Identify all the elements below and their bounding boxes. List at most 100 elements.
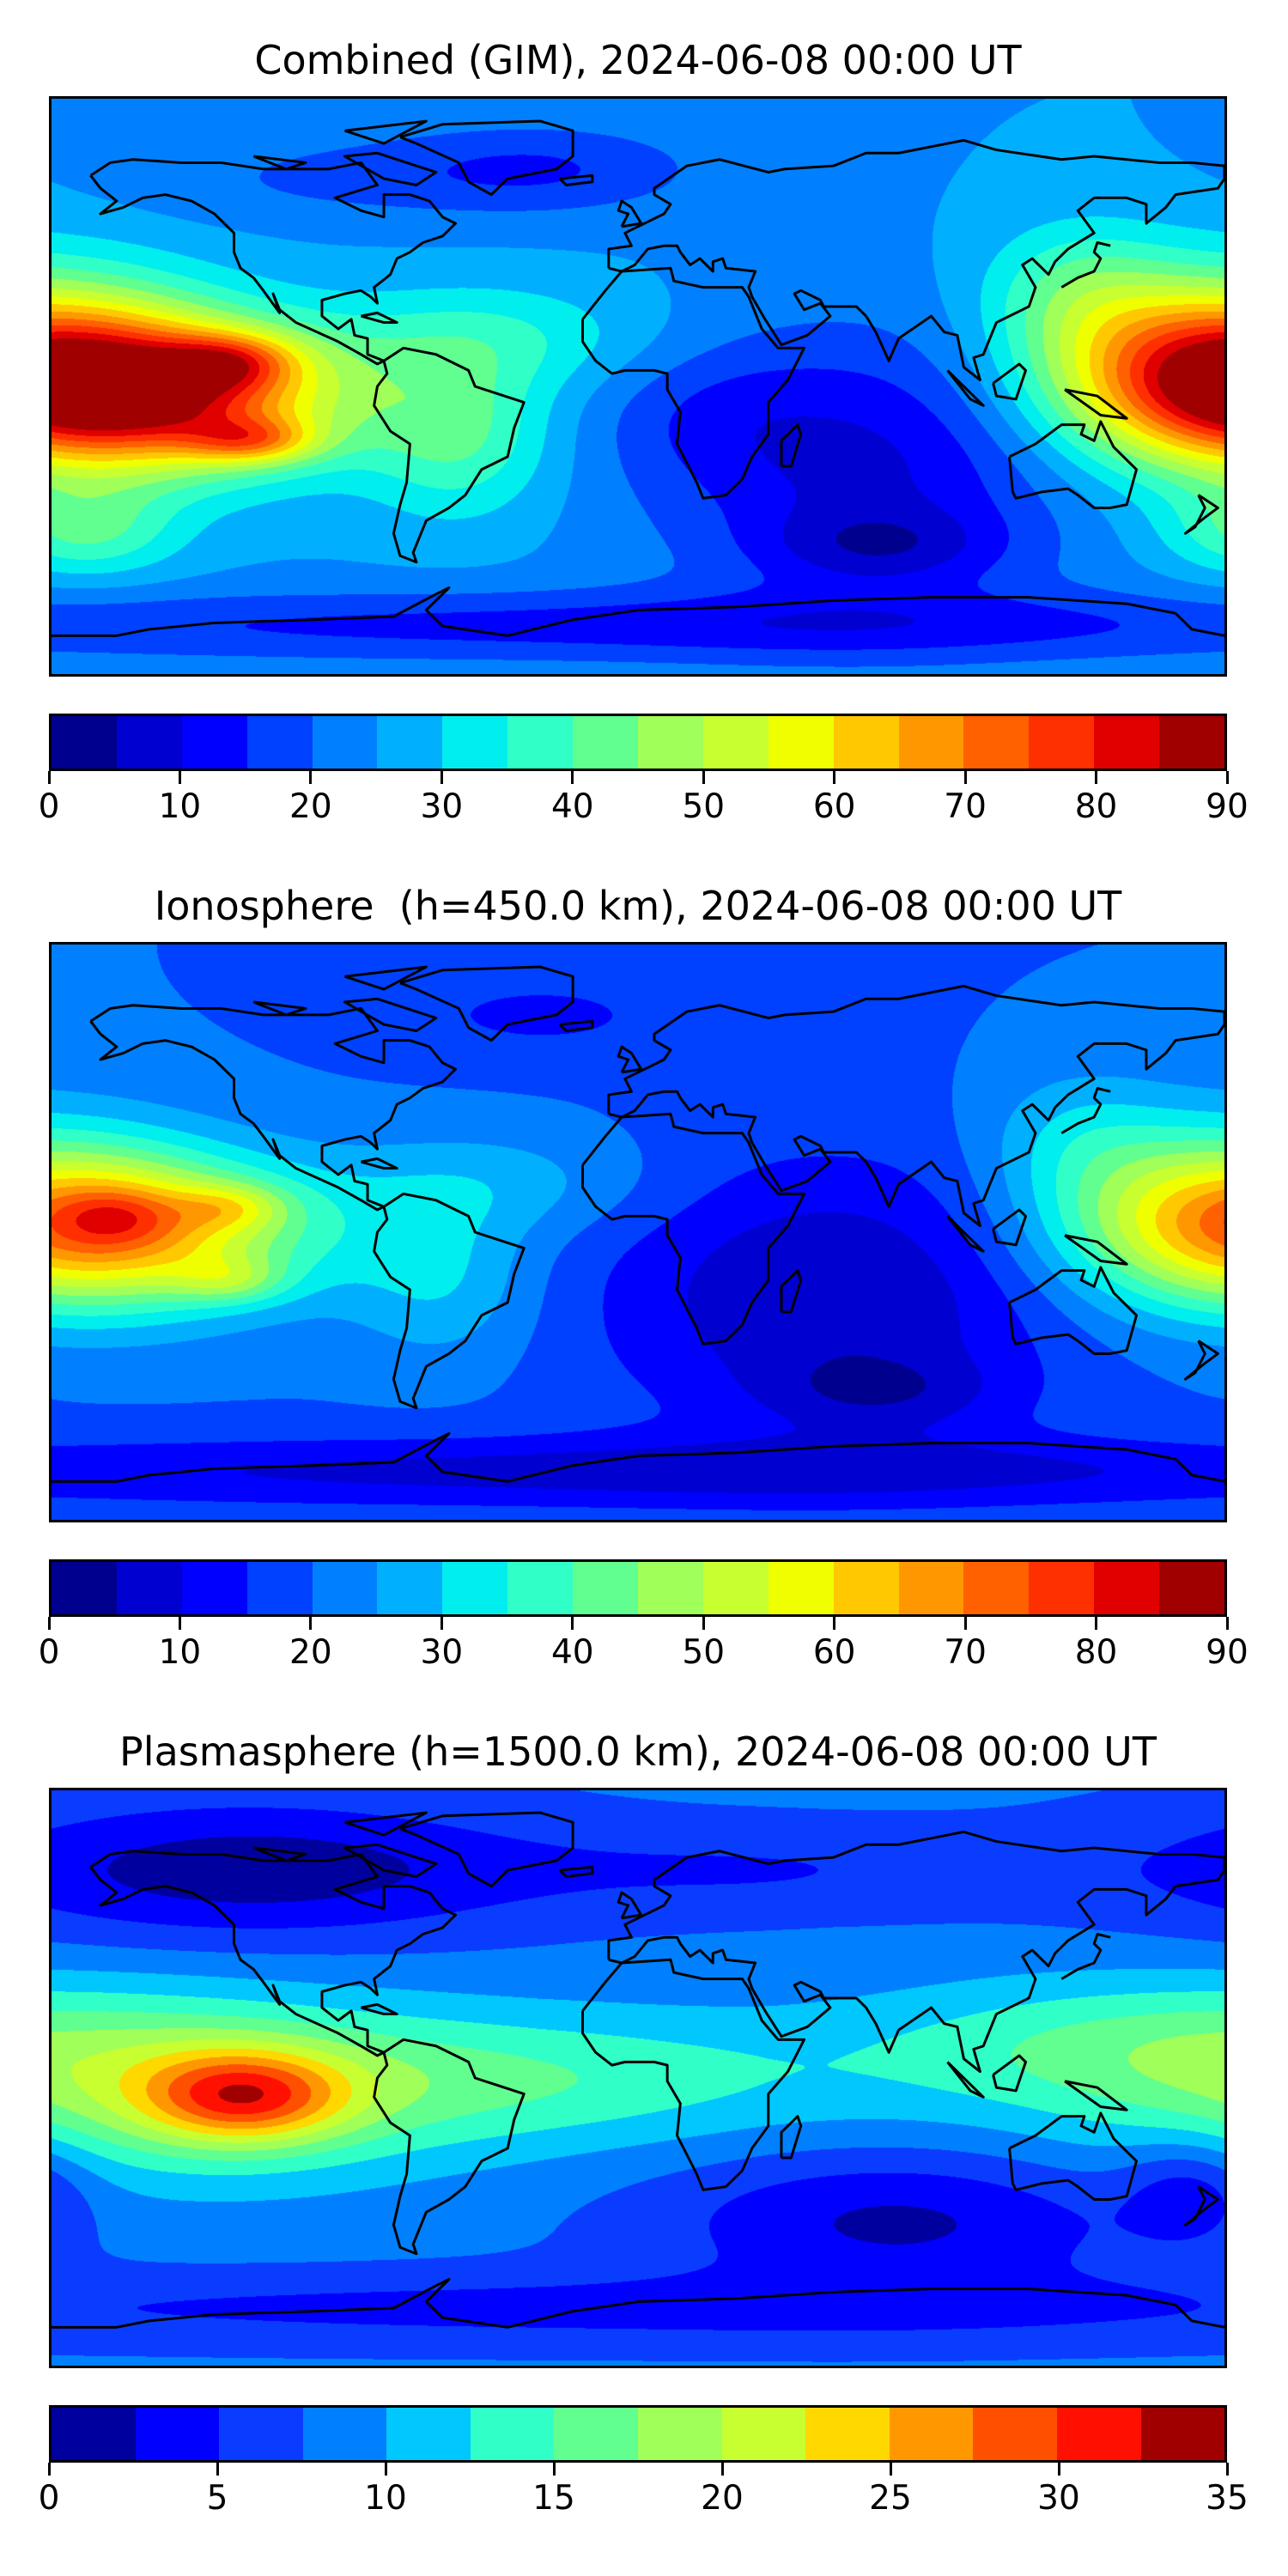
colorbar-tick-label: 10 xyxy=(158,787,202,826)
colorbar-segment xyxy=(386,2408,471,2460)
colorbar xyxy=(49,1559,1227,1617)
colorbar-segment xyxy=(312,716,378,769)
coastline-africa xyxy=(580,1958,806,2191)
coastlines xyxy=(52,119,1224,637)
colorbar-tick-label: 15 xyxy=(532,2479,575,2518)
coastline-borneo xyxy=(992,362,1028,401)
plot-title: Plasmasphere (h=1500.0 km), 2024-06-08 0… xyxy=(119,1728,1157,1775)
colorbar-tick-mark xyxy=(440,1617,443,1630)
colorbar-tick-label: 90 xyxy=(1206,1633,1249,1672)
panel-combined: Combined (GIM), 2024-06-08 00:00 UT 0 10 2… xyxy=(0,0,1288,846)
colorbar-tick-mark xyxy=(47,771,51,784)
colorbar-tick-label: 10 xyxy=(364,2479,407,2518)
coastline-victoria-island xyxy=(252,1000,307,1017)
colorbar-tick-mark xyxy=(833,771,836,784)
colorbar-segment xyxy=(377,716,443,769)
colorbar-tick-label: 20 xyxy=(289,787,332,826)
colorbar-tick-mark xyxy=(571,771,574,784)
coastline-cuba xyxy=(361,311,398,325)
colorbar-tick-label: 50 xyxy=(682,1633,726,1672)
colorbar xyxy=(49,2405,1227,2463)
colorbar-tick-label: 30 xyxy=(1037,2479,1080,2518)
coastline-sumatra xyxy=(946,1215,985,1253)
colorbar-segment xyxy=(1094,1562,1160,1614)
coastline-cuba xyxy=(361,1157,398,1170)
colorbar-segment xyxy=(302,2408,387,2460)
coastline-madagascar xyxy=(780,2115,803,2160)
coastline-great-britain xyxy=(617,1045,643,1074)
coastline-ellesmere-island xyxy=(344,1811,428,1837)
coastline-ellesmere-island xyxy=(344,119,428,145)
colorbar-segment xyxy=(246,716,313,769)
colorbar-segment xyxy=(638,2408,722,2460)
colorbar-tick-label: 50 xyxy=(682,787,726,826)
colorbar-tick-label: 70 xyxy=(944,1633,987,1672)
colorbar-segment xyxy=(768,716,834,769)
colorbar-tick-label: 80 xyxy=(1074,1633,1118,1672)
coastline-baffin-island xyxy=(343,997,438,1032)
coastline-ellesmere-island xyxy=(344,965,428,991)
colorbar-tick-mark xyxy=(1095,1617,1098,1630)
colorbar-tick-label: 0 xyxy=(38,787,60,826)
colorbar-tick-mark xyxy=(384,2463,387,2476)
coastline-australia xyxy=(1008,1266,1139,1355)
coastline-antarctica xyxy=(52,1432,1224,1483)
colorbar-segment xyxy=(116,716,182,769)
colorbar-tick-label: 40 xyxy=(550,787,594,826)
plot-title: Combined (GIM), 2024-06-08 00:00 UT xyxy=(254,37,1022,83)
coastline-madagascar xyxy=(780,423,803,468)
colorbar-tick-label: 0 xyxy=(38,2479,60,2518)
coastline-australia xyxy=(1008,420,1139,509)
colorbar-segment xyxy=(973,2408,1057,2460)
colorbar-segment xyxy=(507,1562,574,1614)
colorbar-segment xyxy=(898,716,964,769)
colorbar-tick-mark xyxy=(309,771,313,784)
coastline-new-zealand xyxy=(1183,1340,1219,1381)
colorbar-segment xyxy=(1159,1562,1225,1614)
coastline-greenland xyxy=(399,119,574,197)
coastline-eurasia xyxy=(607,984,1224,1228)
coastline-baffin-island xyxy=(343,1843,438,1878)
colorbar-segment xyxy=(116,1562,182,1614)
coastline-north-america xyxy=(89,158,458,366)
colorbar-segment xyxy=(768,1562,834,1614)
colorbar-tick-mark xyxy=(178,1617,181,1630)
coastlines xyxy=(52,1811,1224,2329)
coastline-great-britain xyxy=(617,1891,643,1920)
coastline-south-america xyxy=(373,346,526,564)
coastline-borneo xyxy=(992,2054,1028,2093)
colorbar-tick-mark xyxy=(552,2463,556,2476)
colorbar-segment xyxy=(805,2408,890,2460)
coastline-new-guinea xyxy=(1064,2080,1128,2111)
colorbar-segment xyxy=(963,716,1030,769)
tec-map xyxy=(49,942,1227,1522)
coastline-greenland xyxy=(399,965,574,1042)
coastline-new-guinea xyxy=(1064,388,1128,420)
colorbar-tick-mark xyxy=(702,1617,705,1630)
colorbar-tick-mark xyxy=(963,771,967,784)
colorbar-segment xyxy=(52,2408,136,2460)
coastline-borneo xyxy=(992,1208,1028,1247)
coastline-greenland xyxy=(399,1811,574,1888)
colorbar-segment xyxy=(1094,716,1160,769)
colorbar-segment xyxy=(377,1562,443,1614)
colorbar-tick-label: 10 xyxy=(158,1633,202,1672)
colorbar-segment xyxy=(833,1562,899,1614)
coastline-japan xyxy=(1060,241,1111,289)
coastline-eurasia xyxy=(607,1830,1224,2074)
colorbar-segment xyxy=(442,716,508,769)
coastline-antarctica xyxy=(52,586,1224,637)
colorbar-segment xyxy=(573,1562,639,1614)
colorbar-segment xyxy=(181,716,247,769)
colorbar-segment xyxy=(246,1562,313,1614)
colorbar-segment xyxy=(181,1562,247,1614)
colorbar-tick-label: 20 xyxy=(701,2479,744,2518)
colorbar-tick-mark xyxy=(309,1617,313,1630)
coastline-sumatra xyxy=(946,369,985,407)
colorbar-tick-label: 80 xyxy=(1074,787,1118,826)
contour-field xyxy=(52,945,1224,1520)
colorbar-segment xyxy=(721,2408,806,2460)
panel-plasmasphere: Plasmasphere (h=1500.0 km), 2024-06-08 0… xyxy=(0,1692,1288,2537)
colorbar-segment xyxy=(1140,2408,1225,2460)
coastline-north-america xyxy=(89,1850,458,2057)
